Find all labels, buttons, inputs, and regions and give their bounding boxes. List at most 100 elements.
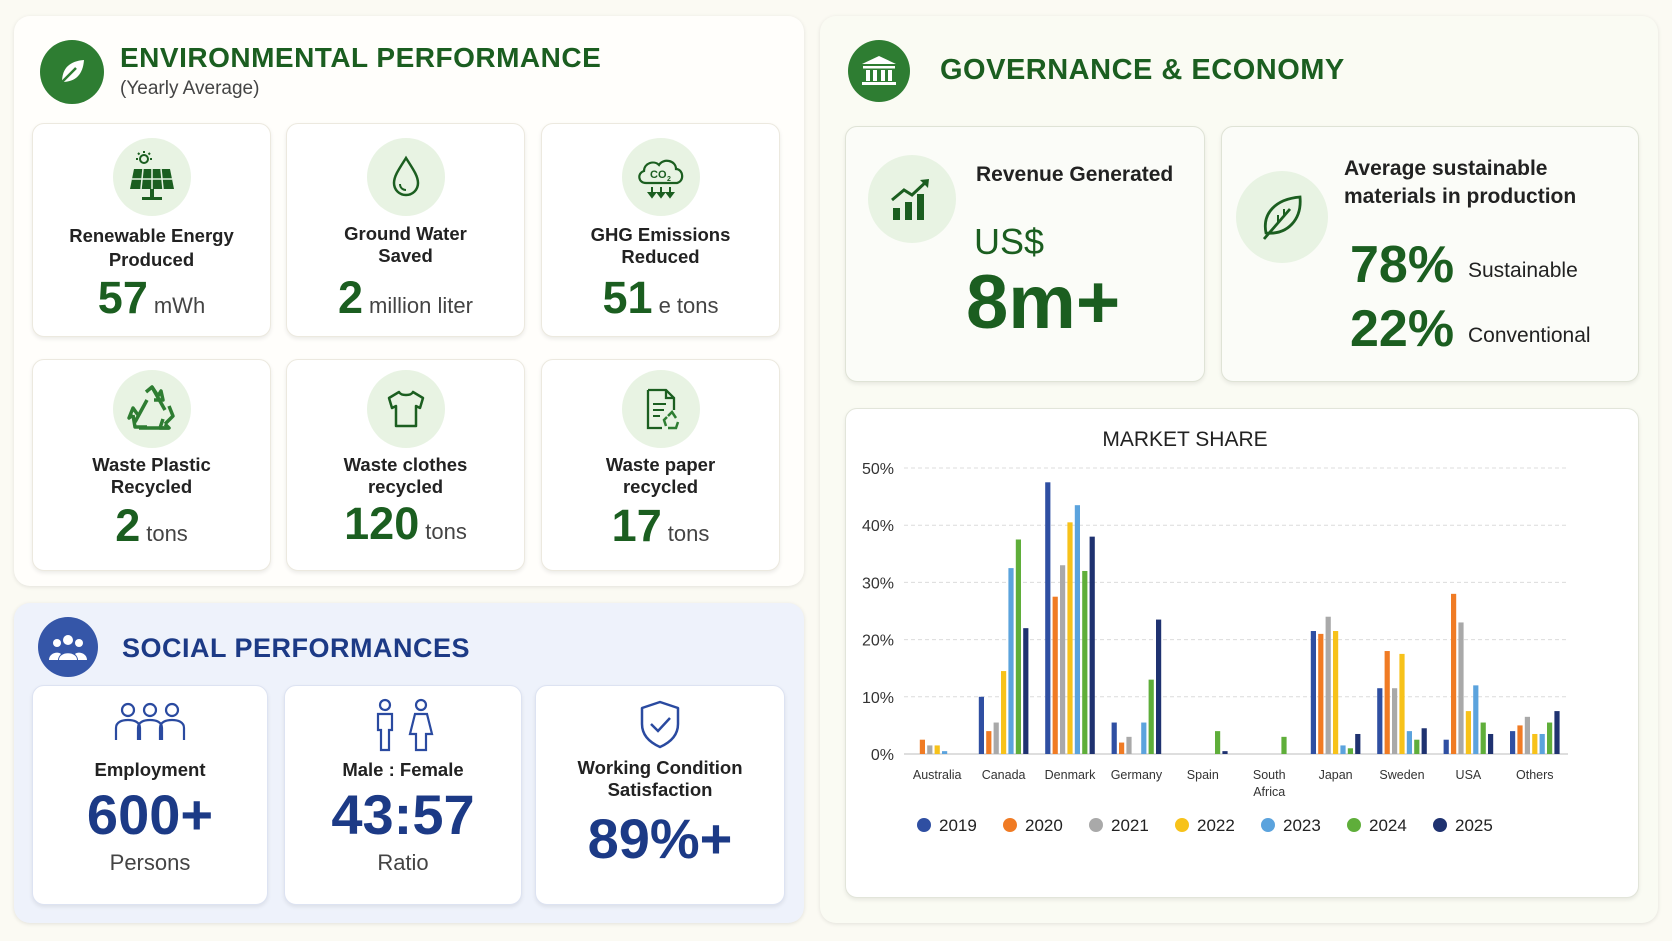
bar-canada-2023 xyxy=(1008,568,1014,754)
x-tick-label: Sweden xyxy=(1379,768,1424,782)
legend-label: 2021 xyxy=(1111,816,1149,835)
materials-label-line1: Average sustainable xyxy=(1344,157,1548,180)
bar-denmark-2019 xyxy=(1045,482,1051,754)
bar-australia-2022 xyxy=(934,745,940,754)
bar-others-2019 xyxy=(1510,731,1516,754)
legend-label: 2023 xyxy=(1283,816,1321,835)
leaf-outline-icon xyxy=(1236,171,1328,263)
revenue-value: 8m+ xyxy=(966,260,1121,345)
metric-value-row: 2 tons xyxy=(33,500,270,552)
metric-value: 51 xyxy=(602,272,653,323)
shield-check-icon xyxy=(636,698,684,755)
x-tick-label: Germany xyxy=(1111,768,1163,782)
solar-panel-icon xyxy=(112,138,191,216)
y-tick-label: 50% xyxy=(862,461,894,478)
legend-marker xyxy=(917,818,931,832)
bar-usa-2025 xyxy=(1488,733,1494,754)
conventional-pct: 22% xyxy=(1350,300,1455,358)
social-title: SOCIAL PERFORMANCES xyxy=(122,633,471,663)
legend-label: 2024 xyxy=(1369,816,1407,835)
bar-sweden-2022 xyxy=(1399,653,1405,754)
employees-icon xyxy=(112,698,188,753)
metric-value: 17 xyxy=(611,500,662,551)
bar-germany-2025 xyxy=(1156,619,1162,754)
metric-label-line2: recycled xyxy=(622,476,699,497)
y-tick-label: 0% xyxy=(871,747,894,764)
metric-label-line2: Produced xyxy=(108,249,195,270)
metric-card-waste-paper: Waste paper recycled 17 tons xyxy=(541,359,780,571)
bar-canada-2021 xyxy=(993,722,999,754)
bar-sweden-2025 xyxy=(1421,728,1427,754)
bar-spain-2025 xyxy=(1222,751,1228,754)
metric-value: 57 xyxy=(97,272,148,323)
bar-sweden-2020 xyxy=(1384,651,1390,754)
materials-label-line2: materials in production xyxy=(1344,185,1577,208)
co2-cloud-icon: CO 2 xyxy=(621,138,700,216)
bar-usa-2022 xyxy=(1465,711,1471,754)
metric-value: 89%+ xyxy=(587,807,733,870)
metric-card-employment: Employment 600+ Persons xyxy=(32,685,268,905)
tshirt-icon xyxy=(366,370,445,448)
bar-germany-2023 xyxy=(1141,722,1147,754)
metric-label: Male : Female xyxy=(342,759,464,780)
metric-label-line2: Reduced xyxy=(621,246,700,267)
metric-value: 600+ xyxy=(86,783,214,846)
x-tick-label: South xyxy=(1253,768,1286,782)
bar-australia-2020 xyxy=(919,739,925,754)
revenue-label: Revenue Generated xyxy=(976,163,1174,186)
sustainable-materials-card: Average sustainable materials in product… xyxy=(1221,126,1639,382)
bar-japan-2019 xyxy=(1310,631,1316,754)
metric-label-line1: Renewable Energy xyxy=(69,225,234,246)
svg-text:2: 2 xyxy=(667,176,671,183)
y-tick-label: 10% xyxy=(862,690,894,707)
legend-label: 2020 xyxy=(1025,816,1063,835)
bar-others-2023 xyxy=(1539,733,1545,754)
metric-card-ground-water: Ground Water Saved 2 million liter xyxy=(286,123,525,337)
metric-value: 120 xyxy=(344,498,420,549)
people-group-icon xyxy=(38,617,98,677)
metric-unit: tons xyxy=(146,521,188,546)
metric-label-line2: Satisfaction xyxy=(607,779,713,800)
metric-sub: Persons xyxy=(109,850,191,875)
growth-chart-icon xyxy=(868,155,956,243)
legend-marker xyxy=(1261,818,1275,832)
metric-label-line1: Working Condition xyxy=(577,757,743,778)
x-tick-label: Australia xyxy=(913,768,962,782)
bar-sweden-2024 xyxy=(1414,739,1420,754)
y-tick-label: 40% xyxy=(862,518,894,535)
environmental-subtitle: (Yearly Average) xyxy=(120,78,260,99)
metric-card-waste-clothes: Waste clothes recycled 120 tons xyxy=(286,359,525,571)
bar-sweden-2019 xyxy=(1377,688,1383,754)
governance-panel: GOVERNANCE & ECONOMY Revenue Generated U… xyxy=(820,16,1658,923)
bar-usa-2023 xyxy=(1473,685,1479,754)
bar-japan-2024 xyxy=(1347,748,1353,754)
revenue-currency: US$ xyxy=(974,221,1045,262)
conventional-label: Conventional xyxy=(1468,324,1591,347)
bar-australia-2021 xyxy=(927,745,933,754)
bar-canada-2025 xyxy=(1023,628,1029,754)
metric-label: Employment xyxy=(94,759,206,780)
bar-usa-2020 xyxy=(1451,593,1457,754)
metric-label-line1: Waste Plastic xyxy=(92,454,211,475)
metric-label-line2: Recycled xyxy=(110,476,193,497)
bar-denmark-2021 xyxy=(1060,565,1066,754)
chart-title: MARKET SHARE xyxy=(1102,428,1267,451)
bar-japan-2021 xyxy=(1325,616,1331,754)
bar-japan-2025 xyxy=(1355,733,1361,754)
bar-germany-2024 xyxy=(1148,679,1154,754)
metric-unit: mWh xyxy=(153,293,206,318)
bar-others-2020 xyxy=(1517,725,1523,754)
metric-label-line1: Ground Water xyxy=(344,223,467,244)
metric-sub: Ratio xyxy=(377,850,429,875)
legend-marker xyxy=(1089,818,1103,832)
legend-marker xyxy=(1003,818,1017,832)
metric-unit: e tons xyxy=(658,293,719,318)
metric-value: 2 xyxy=(338,272,364,323)
recycle-icon xyxy=(112,370,191,448)
metric-unit: million liter xyxy=(369,293,473,318)
metric-label-line1: GHG Emissions xyxy=(590,224,731,245)
metric-card-waste-plastic: Waste Plastic Recycled 2 tons xyxy=(32,359,271,571)
bar-canada-2019 xyxy=(978,696,984,754)
leaf-icon xyxy=(40,40,104,104)
bar-japan-2023 xyxy=(1340,745,1346,754)
